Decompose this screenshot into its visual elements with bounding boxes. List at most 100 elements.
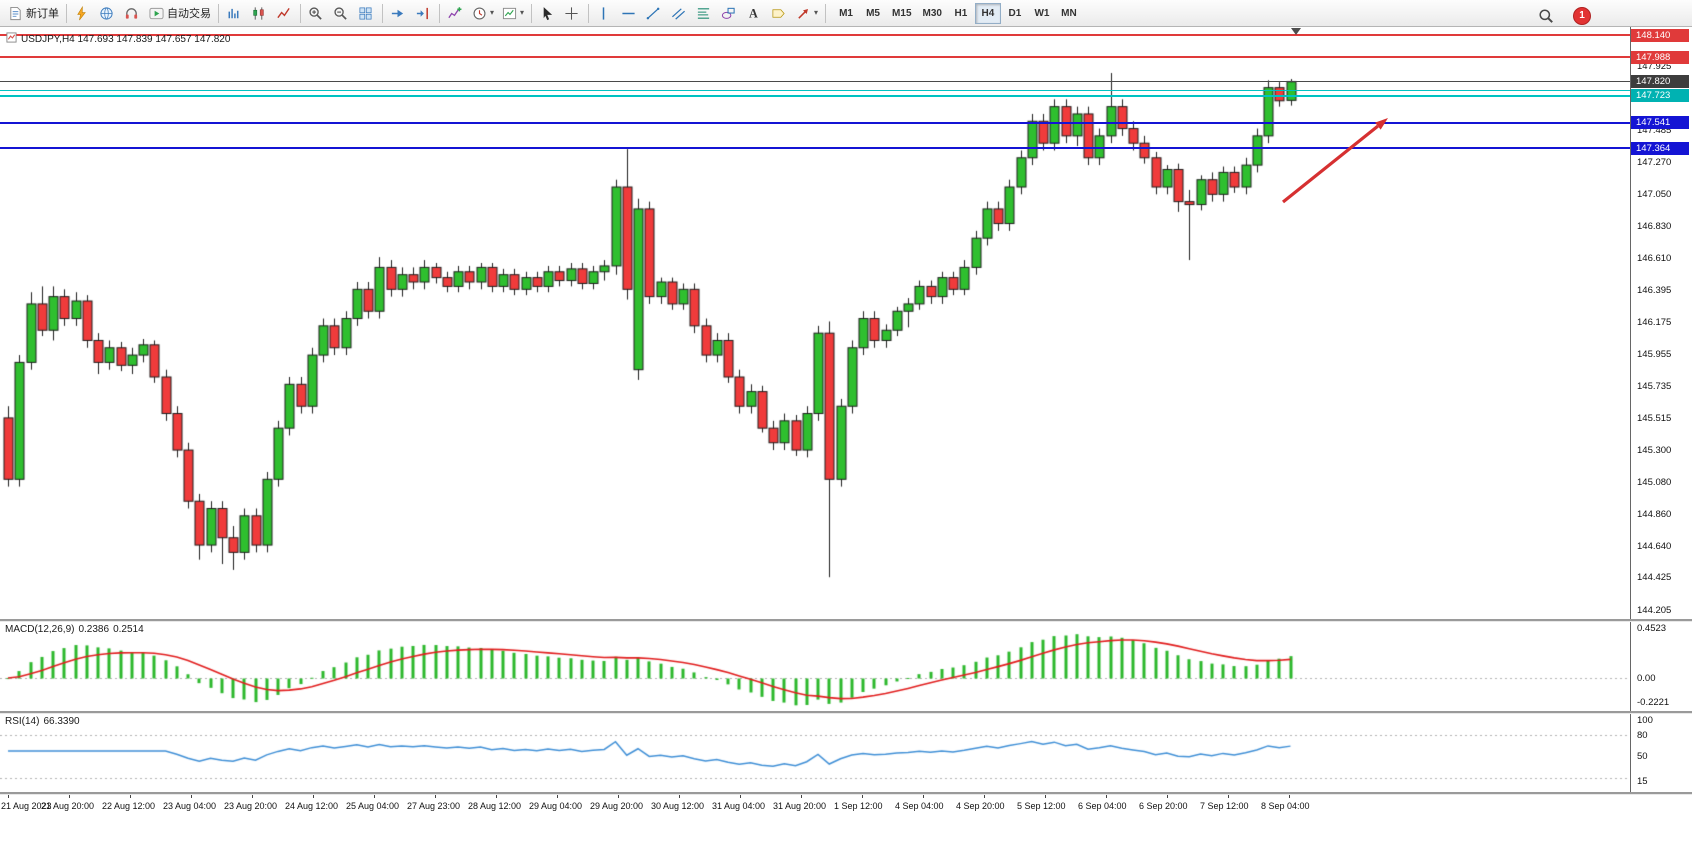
time-tick	[984, 794, 985, 798]
time-axis[interactable]: 21 Aug 2023 21 Aug 20:00 22 Aug 12:00 23 Au…	[0, 794, 1692, 816]
panel-separator[interactable]	[0, 792, 1692, 795]
time-tick	[252, 794, 253, 798]
trendline-button[interactable]	[642, 2, 667, 25]
bar-chart-icon	[226, 6, 241, 21]
time-tick	[496, 794, 497, 798]
arrow-tools-button[interactable]: ▾	[792, 2, 822, 25]
panel-separator[interactable]	[0, 711, 1692, 714]
macd-axis[interactable]: 0.4523 0.00 -0.2221	[1631, 621, 1692, 711]
time-tick	[1289, 794, 1290, 798]
panel-separator[interactable]	[0, 619, 1692, 622]
price-label: 146.395	[1637, 284, 1672, 296]
templates-button[interactable]: ▾	[498, 2, 528, 25]
chevron-down-icon: ▾	[520, 8, 525, 17]
price-line-147.541[interactable]	[0, 121, 1630, 124]
price-label: 146.830	[1637, 220, 1672, 232]
lightning-button[interactable]	[70, 2, 95, 25]
new-order-button[interactable]: 新订单	[4, 2, 63, 25]
macd-panel[interactable]: MACD(12,26,9) 0.2386 0.2514	[0, 621, 1630, 711]
time-tick	[801, 794, 802, 798]
cursor-button[interactable]	[535, 2, 560, 25]
search-button[interactable]	[1534, 4, 1559, 27]
text-button[interactable]: A	[742, 2, 767, 25]
timeframe-m30[interactable]: M30	[918, 3, 947, 24]
price-label: 144.205	[1637, 604, 1672, 616]
zoom-out-icon	[333, 6, 348, 21]
symbol-icon	[6, 32, 17, 46]
new-order-label: 新订单	[26, 8, 59, 20]
zoom-out-button[interactable]	[329, 2, 354, 25]
macd-canvas[interactable]	[0, 621, 1630, 711]
autotrading-button[interactable]: 自动交易	[145, 2, 215, 25]
price-axis[interactable]: 148.140 147.988 147.820 147.723 147.541 147.3…	[1631, 27, 1692, 619]
line-chart-button[interactable]	[272, 2, 297, 25]
macd-axis-label: 0.00	[1637, 672, 1656, 684]
fibonacci-icon	[696, 6, 711, 21]
vertical-line-icon	[596, 6, 611, 21]
time-tick	[740, 794, 741, 798]
timeframe-m5[interactable]: M5	[860, 3, 886, 24]
time-label: 24 Aug 12:00	[285, 801, 339, 811]
bar-chart-button[interactable]	[222, 2, 247, 25]
shapes-button[interactable]	[717, 2, 742, 25]
timeframe-m15[interactable]: M15	[887, 3, 916, 24]
auto-scroll-button[interactable]	[386, 2, 411, 25]
indicators-button[interactable]	[443, 2, 468, 25]
globe-button[interactable]	[95, 2, 120, 25]
price-label: 145.080	[1637, 476, 1672, 488]
rsi-name: RSI(14)	[5, 716, 40, 727]
time-tick	[1106, 794, 1107, 798]
periods-button[interactable]: ▾	[468, 2, 498, 25]
label-button[interactable]	[767, 2, 792, 25]
toolbar-separator	[439, 3, 440, 23]
timeframe-d1[interactable]: D1	[1002, 3, 1028, 24]
candle-chart-button[interactable]	[247, 2, 272, 25]
candlestick-canvas[interactable]	[0, 27, 1630, 619]
notifications-button[interactable]: 1	[1569, 4, 1595, 27]
time-tick	[435, 794, 436, 798]
crosshair-button[interactable]	[560, 2, 585, 25]
price-line-147.820[interactable]	[0, 81, 1630, 83]
chart-shift-button[interactable]	[411, 2, 436, 25]
clock-icon	[472, 6, 487, 21]
time-tick	[374, 794, 375, 798]
axis-border	[1630, 27, 1631, 794]
rsi-axis-label: 80	[1637, 729, 1648, 741]
price-line-148.140[interactable]	[0, 34, 1630, 37]
price-line-147.723[interactable]	[0, 94, 1630, 97]
timeframe-mn[interactable]: MN	[1056, 3, 1082, 24]
main-chart-panel[interactable]: USDJPY,H4 147.693 147.839 147.657 147.82…	[0, 27, 1630, 619]
timeframe-h1[interactable]: H1	[948, 3, 974, 24]
tile-windows-button[interactable]	[354, 2, 379, 25]
zoom-in-button[interactable]	[304, 2, 329, 25]
price-line-147.364[interactable]	[0, 147, 1630, 150]
timeframe-h4[interactable]: H4	[974, 2, 1001, 24]
chart-shift-marker[interactable]	[1291, 28, 1301, 35]
vertical-line-button[interactable]	[592, 2, 617, 25]
price-label: 145.515	[1637, 413, 1672, 425]
price-badge: 147.988	[1631, 50, 1689, 64]
price-line-147.76[interactable]	[0, 90, 1630, 92]
price-label: 144.425	[1637, 572, 1672, 584]
price-label: 147.050	[1637, 188, 1672, 200]
rsi-axis[interactable]: 100 80 50 15	[1631, 713, 1692, 792]
toolbar-separator	[300, 3, 301, 23]
price-label: 145.955	[1637, 348, 1672, 360]
headset-button[interactable]	[120, 2, 145, 25]
fibonacci-button[interactable]	[692, 2, 717, 25]
line-chart-icon	[276, 6, 291, 21]
horizontal-line-button[interactable]	[617, 2, 642, 25]
tile-windows-icon	[358, 6, 373, 21]
timeframe-m1[interactable]: M1	[833, 3, 859, 24]
toolbar-separator	[218, 3, 219, 23]
channel-button[interactable]	[667, 2, 692, 25]
price-line-147.988[interactable]	[0, 56, 1630, 59]
rsi-canvas[interactable]	[0, 713, 1630, 792]
time-label: 30 Aug 12:00	[651, 801, 705, 811]
time-label: 29 Aug 20:00	[590, 801, 644, 811]
toolbar-separator	[66, 3, 67, 23]
rsi-panel[interactable]: RSI(14) 66.3390	[0, 713, 1630, 792]
timeframe-w1[interactable]: W1	[1029, 3, 1055, 24]
horizontal-line-icon	[621, 6, 636, 21]
